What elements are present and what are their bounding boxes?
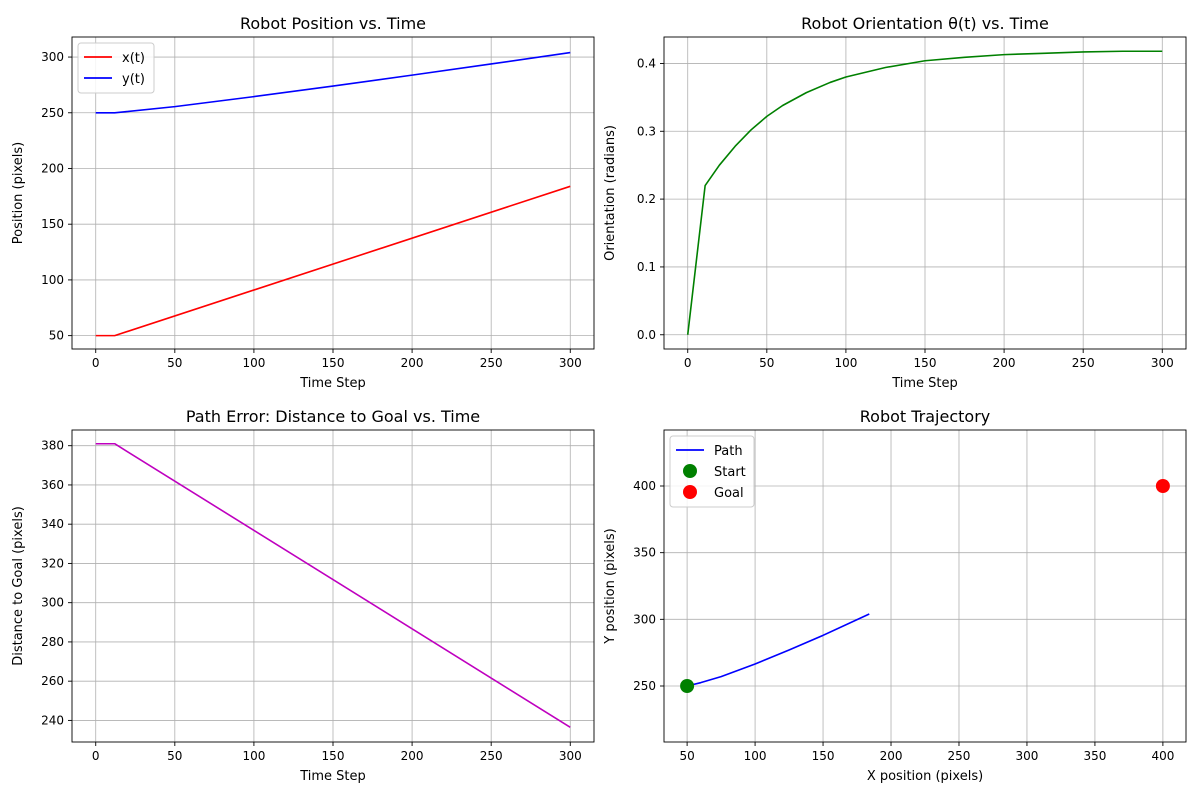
y-tick-label: 280 bbox=[41, 635, 64, 649]
x-tick-label: 300 bbox=[559, 749, 582, 763]
legend-start-label: Start bbox=[714, 465, 746, 480]
y-tick-label: 0.2 bbox=[637, 192, 656, 206]
y-tick-label: 250 bbox=[633, 679, 656, 693]
y-tick-label: 200 bbox=[41, 161, 64, 175]
legend: x(t) y(t) bbox=[77, 42, 155, 94]
x-axis-label: Time Step bbox=[299, 769, 366, 784]
legend-start-swatch bbox=[683, 464, 697, 478]
y-tick-label: 260 bbox=[41, 674, 64, 688]
y-tick-label: 300 bbox=[41, 50, 64, 64]
legend-box bbox=[77, 42, 155, 94]
y-tick-label: 360 bbox=[41, 478, 64, 492]
y-tick-label: 100 bbox=[41, 273, 64, 287]
x-tick-label: 200 bbox=[880, 749, 903, 763]
legend-path-label: Path bbox=[714, 444, 743, 459]
x-tick-label: 0 bbox=[92, 749, 100, 763]
x-tick-label: 50 bbox=[679, 749, 694, 763]
x-axis-label: Time Step bbox=[891, 376, 958, 391]
x-tick-label: 250 bbox=[1072, 356, 1095, 370]
y-tick-label: 0.4 bbox=[637, 56, 656, 70]
series-1-line bbox=[686, 50, 1163, 335]
y-tick-label: 150 bbox=[41, 217, 64, 231]
x-tick-label: 100 bbox=[242, 749, 265, 763]
goal-marker bbox=[1155, 479, 1170, 493]
y-tick-label: 340 bbox=[41, 517, 64, 531]
y-tick-label: 0.1 bbox=[637, 260, 656, 274]
x-tick-label: 250 bbox=[480, 356, 503, 370]
y-axis-label: Position (pixels) bbox=[11, 142, 26, 244]
x-tick-label: 150 bbox=[322, 356, 345, 370]
x-tick-label: 300 bbox=[1151, 356, 1174, 370]
y-axis-label: Distance to Goal (pixels) bbox=[11, 506, 26, 666]
x-tick-label: 250 bbox=[948, 749, 971, 763]
x-tick-label: 50 bbox=[759, 356, 774, 370]
x-tick-label: 200 bbox=[401, 749, 424, 763]
y-tick-label: 0.3 bbox=[637, 124, 656, 138]
chart-3: 0 50 100 150 200 250 300 240 260 280 300 320 340 360 3… bbox=[11, 407, 595, 784]
y-tick-label: 350 bbox=[633, 546, 656, 560]
chart-4: 50 100 150 200 250 300 350 400 250 300 350 400 Robot… bbox=[603, 407, 1187, 784]
y-tick-label: 400 bbox=[633, 479, 656, 493]
x-axis-label: Time Step bbox=[299, 376, 366, 391]
y-tick-label: 50 bbox=[49, 329, 64, 343]
legend-goal-swatch bbox=[683, 485, 697, 499]
x-tick-label: 50 bbox=[167, 749, 182, 763]
axes-frame bbox=[663, 429, 1187, 743]
x-tick-label: 300 bbox=[1016, 749, 1039, 763]
x-tick-label: 350 bbox=[1083, 749, 1106, 763]
x-tick-label: 250 bbox=[480, 749, 503, 763]
x-tick-label: 50 bbox=[167, 356, 182, 370]
chart-title: Robot Position vs. Time bbox=[240, 14, 426, 33]
series-1-line bbox=[95, 442, 571, 728]
x-tick-label: 200 bbox=[401, 356, 424, 370]
y-tick-label: 240 bbox=[41, 713, 64, 727]
y-tick-label: 300 bbox=[41, 596, 64, 610]
x-tick-label: 100 bbox=[242, 356, 265, 370]
chart-1: 0 50 100 150 200 250 300 50 100 150 200 250 300 Robot… bbox=[11, 14, 595, 391]
chart-title: Path Error: Distance to Goal vs. Time bbox=[186, 407, 480, 426]
x-tick-label: 0 bbox=[684, 356, 692, 370]
x-tick-label: 150 bbox=[322, 749, 345, 763]
path-line bbox=[686, 613, 870, 687]
y-tick-label: 0.0 bbox=[637, 328, 656, 342]
start-marker bbox=[680, 679, 695, 693]
y-tick-label: 380 bbox=[41, 439, 64, 453]
chart-title: Robot Trajectory bbox=[860, 407, 991, 426]
legend-y-t-label: y(t) bbox=[122, 72, 145, 87]
chart-title: Robot Orientation θ(t) vs. Time bbox=[801, 14, 1049, 33]
x-tick-label: 150 bbox=[914, 356, 937, 370]
y-axis-label: Orientation (radians) bbox=[603, 125, 618, 261]
legend-goal-label: Goal bbox=[714, 486, 744, 501]
y-tick-label: 250 bbox=[41, 106, 64, 120]
legend-x-t-label: x(t) bbox=[122, 51, 145, 66]
y-t-line bbox=[95, 51, 571, 114]
legend: Path Start Goal bbox=[669, 435, 755, 508]
y-tick-label: 300 bbox=[633, 612, 656, 626]
x-tick-label: 0 bbox=[92, 356, 100, 370]
x-tick-label: 300 bbox=[559, 356, 582, 370]
x-axis-label: X position (pixels) bbox=[867, 769, 983, 784]
x-tick-label: 150 bbox=[812, 749, 835, 763]
x-tick-label: 200 bbox=[993, 356, 1016, 370]
x-tick-label: 100 bbox=[834, 356, 857, 370]
x-tick-label: 100 bbox=[744, 749, 767, 763]
y-axis-label: Y position (pixels) bbox=[603, 528, 618, 644]
y-tick-label: 320 bbox=[41, 556, 64, 570]
chart-2: 0 50 100 150 200 250 300 0.0 0.1 0.2 0.3 0.4 Robot O… bbox=[603, 14, 1187, 391]
x-t-line bbox=[95, 185, 571, 337]
x-tick-label: 400 bbox=[1151, 749, 1174, 763]
